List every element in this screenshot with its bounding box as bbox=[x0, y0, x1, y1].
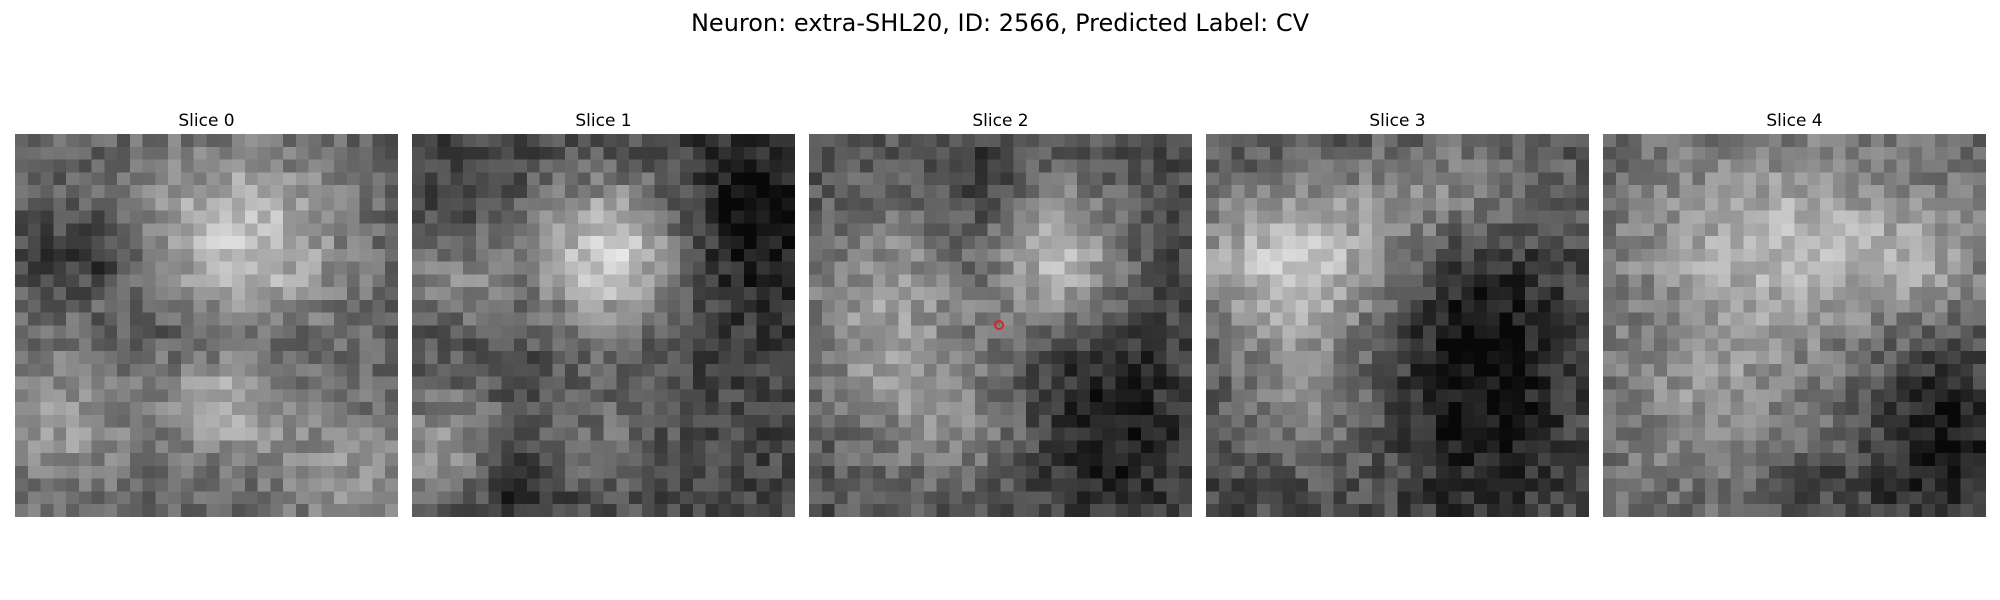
figure-title: Neuron: extra-SHL20, ID: 2566, Predicted… bbox=[690, 9, 1310, 37]
center-marker bbox=[994, 320, 1004, 330]
slice-image-3 bbox=[1206, 134, 1589, 517]
slice-title-4: Slice 4 bbox=[1766, 111, 1823, 131]
slice-panel-3: Slice 3 bbox=[1206, 108, 1589, 517]
slice-panel-1: Slice 1 bbox=[412, 108, 795, 517]
slice-image-1 bbox=[412, 134, 795, 517]
slice-title-2: Slice 2 bbox=[972, 111, 1029, 131]
slice-title-3: Slice 3 bbox=[1369, 111, 1426, 131]
slice-image-4 bbox=[1603, 134, 1986, 517]
slice-panel-0: Slice 0 bbox=[15, 108, 398, 517]
slice-panel-4: Slice 4 bbox=[1603, 108, 1986, 517]
slice-title-0: Slice 0 bbox=[178, 111, 235, 131]
slice-image-0 bbox=[15, 134, 398, 517]
slice-panel-2: Slice 2 bbox=[809, 108, 1192, 517]
slice-title-1: Slice 1 bbox=[575, 111, 632, 131]
